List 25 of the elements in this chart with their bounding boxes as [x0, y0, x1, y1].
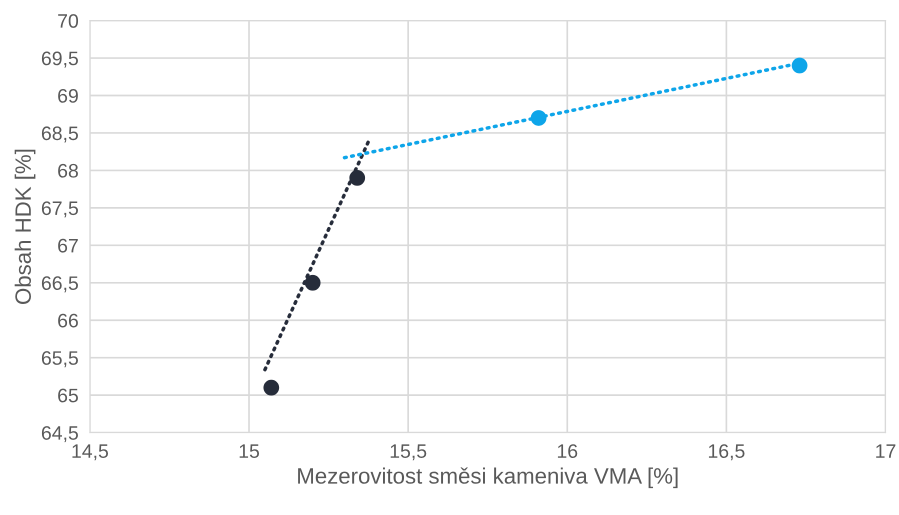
y-tick-label: 64,5 — [42, 426, 78, 442]
x-tick-label: 16,5 — [708, 444, 744, 460]
y-tick-label: 66 — [58, 314, 78, 328]
y-tick-label: 65,5 — [42, 351, 78, 368]
y-tick-label: 69 — [58, 88, 78, 103]
y-tick-label: 67,5 — [42, 201, 78, 218]
x-tick-label: 15,5 — [390, 444, 426, 460]
x-tick-label: 17 — [876, 444, 896, 458]
point — [792, 58, 808, 74]
point — [304, 274, 321, 291]
y-tick-label: 68,5 — [42, 126, 78, 142]
y-tick-label: 67 — [58, 238, 78, 253]
y-tick-label: 65 — [58, 388, 78, 402]
x-tick-label: 15 — [240, 444, 260, 458]
point — [530, 110, 546, 126]
y-tick-label: 68 — [58, 164, 78, 178]
point — [263, 380, 280, 396]
y-tick-label: 69,5 — [42, 52, 78, 68]
y-tick-label: 66,5 — [42, 276, 78, 292]
x-tick-label: 16 — [558, 444, 578, 458]
point — [349, 170, 366, 186]
x-tick-label: 14,5 — [72, 444, 108, 460]
y-axis-title: Obsah HDK [%] — [14, 150, 36, 304]
x-axis-title: Mezerovitost směsi kameniva VMA [%] — [298, 467, 678, 488]
y-tick-label: 70 — [58, 14, 78, 28]
